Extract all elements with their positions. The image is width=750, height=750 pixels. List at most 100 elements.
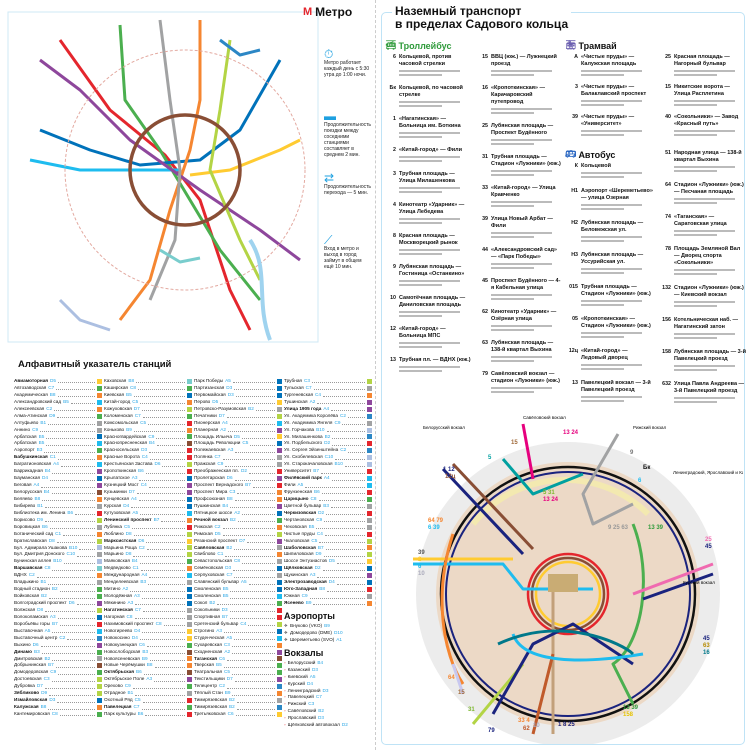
index-entry[interactable]: Марьино D8	[104, 551, 192, 558]
index-entry[interactable]: Речной вокзал B2	[194, 517, 282, 524]
metro-line-7[interactable]	[39, 58, 301, 262]
index-entry[interactable]: Крылатское A3	[104, 475, 192, 482]
index-entry[interactable]: Шипиловская D9	[284, 551, 372, 558]
index-entry[interactable]: Сретенский бульвар C4	[194, 621, 282, 628]
index-entry[interactable]: Пионерская A4	[194, 420, 282, 427]
route-entry[interactable]: 78 Площадь Земляной Вал — Дворец спорта «…	[658, 246, 746, 275]
route-entry[interactable]: 13 Трубная пл. — ВДНХ (юж.)	[383, 357, 471, 372]
index-entry[interactable]: Арбатская B5	[14, 440, 102, 447]
index-entry[interactable]: Крестьянская Застава D6	[104, 461, 192, 468]
rail-station-entry[interactable]: ▫ Курский D4	[284, 681, 372, 688]
index-entry[interactable]: Маяковская B4	[104, 558, 192, 565]
index-entry[interactable]: Нахимовский проспект C8	[104, 621, 192, 628]
metro-line-9[interactable]	[148, 19, 182, 301]
index-entry[interactable]: Автозаводская C7	[14, 385, 102, 392]
index-entry[interactable]: Багратионовская A4	[14, 461, 102, 468]
index-entry[interactable]: Братиславская D8	[14, 538, 102, 545]
index-entry[interactable]: Измайловская D3	[14, 697, 102, 704]
route-entry[interactable]: 40 «Сокольники» — Завод «Красный путь»	[658, 114, 746, 136]
index-entry[interactable]: Варшавская C8	[14, 565, 102, 572]
index-entry[interactable]: Ул. Академика Янгеля C9	[284, 420, 372, 427]
index-entry[interactable]: Перово D5	[194, 399, 282, 406]
index-entry[interactable]: Кропоткинская B6	[104, 468, 192, 475]
index-entry[interactable]: Бабушкинская C1	[14, 454, 102, 461]
index-entry[interactable]: Рязанский проспект D7	[194, 538, 282, 545]
index-entry[interactable]: Царицыно C8	[284, 496, 372, 503]
index-entry[interactable]: Спортивная B7	[194, 614, 282, 621]
index-entry[interactable]: Чеховская B5	[284, 524, 372, 531]
route-entry[interactable]: 51 Народная улица — 138-й квартал Выхина	[658, 150, 746, 172]
index-entry[interactable]: Фили A5	[284, 482, 372, 489]
index-entry[interactable]: Третьяковская C6	[194, 711, 282, 718]
index-entry[interactable]: Университет B7	[284, 468, 372, 475]
index-entry[interactable]: Щукинская A3	[284, 572, 372, 579]
index-entry[interactable]: Полежаевская A3	[194, 447, 282, 454]
index-entry[interactable]: Отрадное B1	[104, 690, 192, 697]
index-entry[interactable]: Профсоюзная B8	[194, 496, 282, 503]
index-entry[interactable]: Баррикадная B4	[14, 468, 102, 475]
surface-route-line[interactable]	[611, 523, 645, 705]
index-entry[interactable]: Ул. Подбельского D2	[284, 440, 372, 447]
index-entry[interactable]: Парк культуры B6	[104, 711, 192, 718]
index-entry[interactable]: Воробьёвы горы B7	[14, 621, 102, 628]
surface-route-line[interactable]	[581, 433, 634, 526]
index-entry[interactable]: Шоссе Энтузиастов D5	[284, 558, 372, 565]
route-entry[interactable]: 9 Лубянская площадь — Гостиница «Останкин…	[383, 264, 471, 286]
index-entry[interactable]: Площадь Ильича D5	[194, 434, 282, 441]
index-entry[interactable]: Тимирязевская B2	[194, 704, 282, 711]
index-entry[interactable]: Академическая B8	[14, 392, 102, 399]
route-entry[interactable]: 158 Лубянская площадь — 3-й Павелецкий пр…	[658, 349, 746, 371]
index-entry[interactable]: Славянский бульвар A5	[194, 579, 282, 586]
index-entry[interactable]: Водный стадион B2	[14, 586, 102, 593]
route-entry[interactable]: Бк Кольцевой, по часовой стрелке	[383, 85, 471, 107]
index-entry[interactable]: Фрунзенская B6	[284, 489, 372, 496]
airport-entry[interactable]: ✈ Домодедово (DME) D10	[284, 630, 372, 637]
index-entry[interactable]: Люблино D8	[104, 531, 192, 538]
garden-ring-route-map[interactable]: Белорусский вокзал Савёловский вокзал Рижс…	[383, 414, 743, 744]
metro-line-M[interactable]	[219, 38, 261, 57]
index-entry[interactable]: Парк Победы A5	[194, 378, 282, 385]
index-entry[interactable]: Добрынинская B7	[14, 662, 102, 669]
index-entry[interactable]: Сухаревская C3	[194, 642, 282, 649]
index-entry[interactable]: Тимирязевская B2	[194, 697, 282, 704]
index-entry[interactable]: Сокольники D3	[194, 607, 282, 614]
index-entry[interactable]: Митино A2	[104, 586, 192, 593]
index-entry[interactable]: Кантемировская C8	[14, 711, 102, 718]
index-entry[interactable]: Библиотека им. Ленина B6	[14, 510, 102, 517]
surface-route-line[interactable]	[531, 653, 555, 735]
index-entry[interactable]: Нагорная C8	[104, 614, 192, 621]
index-entry[interactable]: Молодёжная A3	[104, 593, 192, 600]
index-entry[interactable]: Планерная A2	[194, 427, 282, 434]
rail-station-entry[interactable]: ▫ Савёловский B2	[284, 708, 372, 715]
index-entry[interactable]: Ул. Сергея Эйзенштейна C2	[284, 447, 372, 454]
index-entry[interactable]: Сходненская A2	[194, 649, 282, 656]
route-entry[interactable]: 4 Кинотеатр «Ударник» — Улица Лебедева	[383, 202, 471, 224]
index-entry[interactable]: ВДНХ C2	[14, 572, 102, 579]
index-entry[interactable]: Волоколамская A3	[14, 614, 102, 621]
route-entry[interactable]: А «Чистые пруды» — Калужская площадь	[565, 54, 653, 76]
boulevard-route[interactable]	[526, 552, 610, 636]
index-entry[interactable]: Тульская C7	[284, 385, 372, 392]
index-entry[interactable]: Красные Ворота C4	[104, 454, 192, 461]
route-entry[interactable]: 79 Савёловский вокзал — стадион «Лужники»…	[475, 371, 563, 393]
index-entry[interactable]: Александровский сад B5	[14, 399, 102, 406]
route-entry[interactable]: 64 Стадион «Лужники» (юж.) — Песчаная пло…	[658, 182, 746, 204]
route-entry[interactable]: 62 Кинотеатр «Ударник» — Озёрная улица	[475, 309, 563, 331]
index-entry[interactable]: Белорусская B4	[14, 489, 102, 496]
index-entry[interactable]: Беговая A4	[14, 482, 102, 489]
route-entry[interactable]: 05 «Кропоткинская» — Стадион «Лужники» (ю…	[565, 316, 653, 338]
index-entry[interactable]: Марксистская D6	[104, 538, 192, 545]
route-entry[interactable]: 2 «Китай-город» — Фили	[383, 147, 471, 162]
index-entry[interactable]: Таганская C6	[194, 656, 282, 663]
rail-station-entry[interactable]: ▫ Рижский C3	[284, 701, 372, 708]
route-entry[interactable]: 632 Улица Павла Андреева — 3-й Павелецкий…	[658, 381, 746, 403]
index-entry[interactable]: Римская D5	[194, 531, 282, 538]
rail-station-entry[interactable]: ▫ Павелецкий C7	[284, 694, 372, 701]
index-entry[interactable]: Строгино A3	[194, 628, 282, 635]
index-entry[interactable]: Серпуховская C7	[194, 572, 282, 579]
index-entry[interactable]: Студенческая A5	[194, 635, 282, 642]
index-entry[interactable]: Новые Черёмушки B8	[104, 662, 192, 669]
index-entry[interactable]: Краснопресненская B4	[104, 440, 192, 447]
metro-line-8[interactable]	[189, 138, 301, 177]
index-entry[interactable]: Трубная C3	[284, 378, 372, 385]
